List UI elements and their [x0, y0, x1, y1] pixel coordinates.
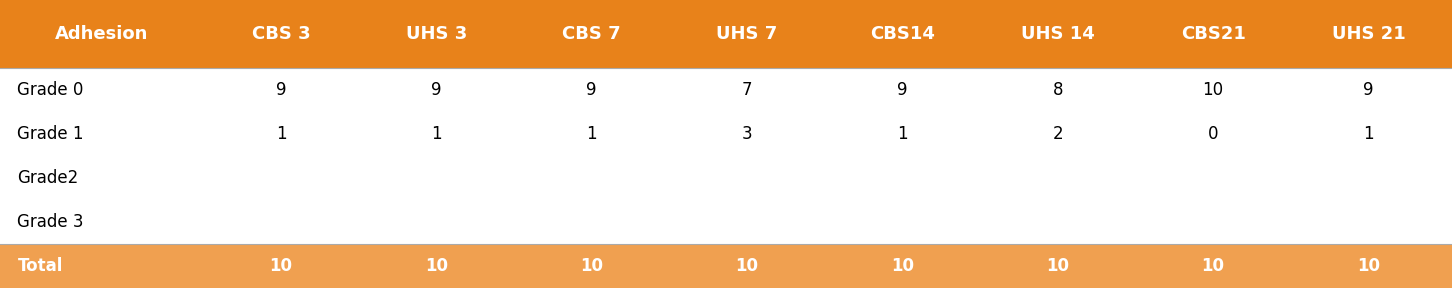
Text: 2: 2	[1053, 125, 1063, 143]
Text: 1: 1	[897, 125, 908, 143]
Text: 1: 1	[276, 125, 286, 143]
Text: 0: 0	[1208, 125, 1218, 143]
Bar	[0, 112, 1452, 156]
Text: 9: 9	[431, 81, 441, 99]
Bar	[0, 0, 1452, 68]
Text: 8: 8	[1053, 81, 1063, 99]
Text: 1: 1	[587, 125, 597, 143]
Text: 9: 9	[276, 81, 286, 99]
Text: 9: 9	[1363, 81, 1374, 99]
Text: 10: 10	[581, 257, 603, 275]
Text: 10: 10	[270, 257, 292, 275]
Text: Grade2: Grade2	[17, 169, 78, 187]
Text: UHS 14: UHS 14	[1021, 25, 1095, 43]
Text: CBS14: CBS14	[870, 25, 935, 43]
Text: 9: 9	[897, 81, 908, 99]
Text: 10: 10	[425, 257, 447, 275]
Text: Total: Total	[17, 257, 62, 275]
Text: CBS21: CBS21	[1180, 25, 1246, 43]
Text: 10: 10	[736, 257, 758, 275]
Text: 1: 1	[1363, 125, 1374, 143]
Text: 3: 3	[742, 125, 752, 143]
Text: 9: 9	[587, 81, 597, 99]
Text: Grade 1: Grade 1	[17, 125, 84, 143]
Text: 10: 10	[1358, 257, 1379, 275]
Text: 10: 10	[1202, 81, 1224, 99]
Text: Grade 3: Grade 3	[17, 213, 84, 231]
Text: UHS 3: UHS 3	[405, 25, 468, 43]
Text: 7: 7	[742, 81, 752, 99]
Text: UHS 21: UHS 21	[1331, 25, 1406, 43]
Text: 10: 10	[1202, 257, 1224, 275]
Bar	[0, 200, 1452, 244]
Bar	[0, 68, 1452, 112]
Bar	[0, 156, 1452, 200]
Bar	[0, 244, 1452, 288]
Text: Adhesion: Adhesion	[55, 25, 148, 43]
Text: 10: 10	[1047, 257, 1069, 275]
Text: UHS 7: UHS 7	[716, 25, 778, 43]
Text: Grade 0: Grade 0	[17, 81, 84, 99]
Text: 10: 10	[892, 257, 913, 275]
Text: CBS 7: CBS 7	[562, 25, 621, 43]
Text: 1: 1	[431, 125, 441, 143]
Text: CBS 3: CBS 3	[251, 25, 311, 43]
